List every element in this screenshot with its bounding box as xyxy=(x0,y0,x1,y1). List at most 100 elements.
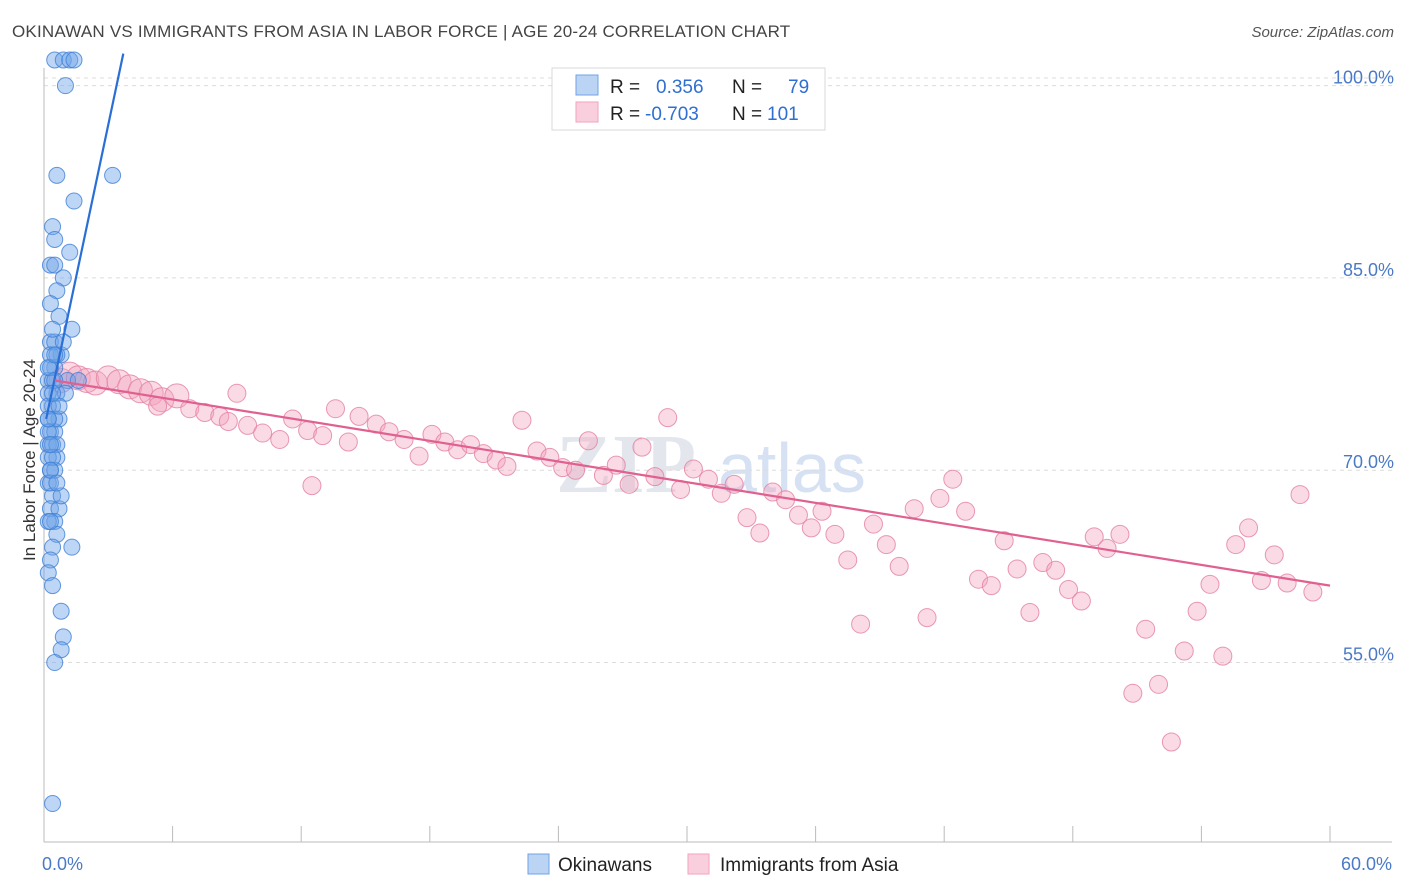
okinawans-point xyxy=(44,320,62,338)
immigrants-point xyxy=(1264,545,1284,565)
immigrants-point xyxy=(812,501,832,521)
okinawans-point xyxy=(56,77,74,95)
immigrants-point xyxy=(238,415,258,435)
immigrants-point xyxy=(698,469,718,489)
immigrants-point xyxy=(750,523,770,543)
series-legend-swatch-immigrants xyxy=(687,853,710,875)
immigrants-point xyxy=(1200,574,1220,594)
immigrants-point xyxy=(619,474,639,494)
legend-n-label-1: N = xyxy=(732,104,762,125)
okinawans-point xyxy=(54,628,72,646)
legend-n-label-0: N = xyxy=(732,77,762,98)
immigrants-point xyxy=(1303,582,1323,602)
immigrants-point xyxy=(876,535,896,555)
immigrants-point xyxy=(394,429,414,449)
y-tick-label: 70.0% xyxy=(1343,452,1394,472)
okinawans-point xyxy=(41,474,59,492)
immigrants-point xyxy=(788,505,808,525)
immigrants-point xyxy=(632,437,652,457)
okinawans-point xyxy=(44,448,62,466)
immigrants-point xyxy=(825,524,845,544)
immigrants-point xyxy=(851,614,871,634)
x-tick-labels: 0.0% 60.0% xyxy=(42,854,1392,874)
y-tick-label: 100.0% xyxy=(1333,68,1394,88)
okinawans-point xyxy=(44,577,62,595)
okinawans-point xyxy=(48,166,66,184)
correlation-legend: R = 0.356 N = 79 R = -0.703 N = 101 xyxy=(551,67,826,131)
legend-swatch-okinawans xyxy=(575,74,599,96)
immigrants-point xyxy=(838,550,858,570)
okinawans-point xyxy=(41,513,59,531)
immigrants-point xyxy=(1174,641,1194,661)
immigrants-point xyxy=(180,399,200,419)
okinawans-point xyxy=(52,487,70,505)
immigrants-point xyxy=(409,446,429,466)
okinawans-point xyxy=(104,166,122,184)
immigrants-point xyxy=(658,408,678,428)
immigrants-point xyxy=(1046,560,1066,580)
immigrants-point xyxy=(917,608,937,628)
immigrants-point xyxy=(1071,591,1091,611)
okinawans-point xyxy=(46,256,64,274)
immigrants-point xyxy=(338,432,358,452)
immigrants-point xyxy=(302,476,322,496)
okinawans-point xyxy=(50,500,68,518)
okinawans-point xyxy=(48,474,66,492)
immigrants-point xyxy=(1290,485,1310,505)
okinawans-point xyxy=(44,538,62,556)
series-legend-label-immigrants: Immigrants from Asia xyxy=(720,855,899,876)
x-tick-label: 0.0% xyxy=(42,854,83,874)
immigrants-point xyxy=(497,456,517,476)
okinawans-point xyxy=(41,295,59,313)
x-tick-label: 60.0% xyxy=(1341,854,1392,874)
immigrants-point xyxy=(1084,527,1104,547)
trend-lines xyxy=(45,53,1331,587)
okinawans-point xyxy=(48,436,66,454)
immigrants-trend-line xyxy=(54,379,1331,587)
series-legend-label-okinawans: Okinawans xyxy=(558,855,652,876)
legend-r-label-1: R = xyxy=(610,104,640,125)
immigrants-point xyxy=(578,431,598,451)
immigrants-point xyxy=(1213,646,1233,666)
okinawans-point xyxy=(46,230,64,248)
immigrants-point xyxy=(270,429,290,449)
okinawans-point xyxy=(63,538,81,556)
immigrants-point xyxy=(1123,683,1143,703)
immigrants-point xyxy=(801,518,821,538)
chart-title: OKINAWAN VS IMMIGRANTS FROM ASIA IN LABO… xyxy=(12,22,791,41)
immigrants-point xyxy=(148,396,168,416)
immigrants-point xyxy=(737,508,757,528)
okinawans-point xyxy=(61,51,79,69)
immigrants-point xyxy=(253,423,273,443)
axes xyxy=(43,68,1392,843)
y-tick-labels: 55.0% 70.0% 85.0% 100.0% xyxy=(1333,68,1394,665)
okinawans-point xyxy=(41,436,59,454)
immigrants-point xyxy=(994,531,1014,551)
series-legend-swatch-okinawans xyxy=(527,853,550,875)
okinawans-point xyxy=(41,551,59,569)
okinawans-point xyxy=(65,51,83,69)
okinawans-trend-line xyxy=(45,53,125,420)
okinawans-point xyxy=(63,320,81,338)
immigrants-point xyxy=(593,465,613,485)
immigrants-point xyxy=(313,426,333,446)
immigrants-point xyxy=(1110,524,1130,544)
legend-r-label-0: R = xyxy=(610,77,640,98)
legend-r-value-0: 0.356 xyxy=(656,77,704,98)
immigrants-point xyxy=(1149,674,1169,694)
source-label: Source: ZipAtlas.com xyxy=(1251,24,1394,41)
immigrants-point xyxy=(325,399,345,419)
legend-n-value-0: 79 xyxy=(788,77,809,98)
okinawans-point xyxy=(41,346,59,364)
gridlines xyxy=(44,77,1392,664)
legend-r-value-1: -0.703 xyxy=(645,104,699,125)
series-legend: Okinawans Immigrants from Asia xyxy=(527,853,899,876)
immigrants-point xyxy=(1239,518,1259,538)
y-tick-label: 55.0% xyxy=(1343,645,1394,665)
immigrants-point xyxy=(1136,619,1156,639)
legend-n-value-1: 101 xyxy=(767,104,799,125)
legend-swatch-immigrants xyxy=(575,101,599,123)
okinawans-point xyxy=(44,218,62,236)
okinawans-point xyxy=(46,513,64,531)
